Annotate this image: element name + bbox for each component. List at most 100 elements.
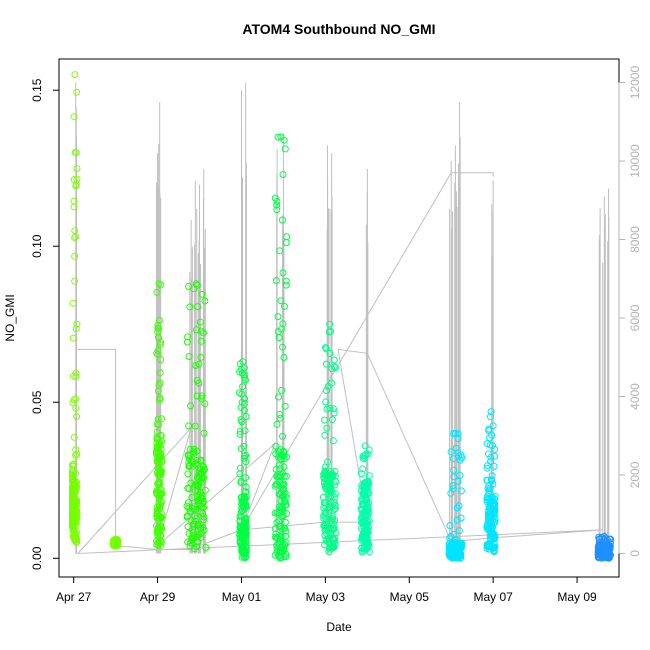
data-point [487, 520, 495, 528]
data-point [184, 484, 192, 492]
data-point [242, 526, 250, 534]
data-point [275, 473, 283, 481]
data-point [324, 382, 332, 390]
data-point [193, 326, 200, 334]
data-point [277, 297, 285, 305]
y2-tick-label: 0 [628, 550, 642, 557]
data-point [196, 467, 203, 475]
data-point [73, 450, 81, 458]
data-point [69, 466, 77, 474]
data-point [239, 536, 247, 544]
data-point [183, 502, 191, 510]
data-point [330, 543, 337, 550]
data-point [278, 386, 286, 394]
data-point [155, 480, 163, 488]
data-point [363, 483, 371, 491]
data-point [282, 527, 290, 535]
data-point [241, 374, 249, 382]
data-point [236, 530, 244, 538]
data-point [69, 497, 77, 504]
data-point [191, 481, 199, 489]
flight-group-8 [357, 442, 373, 556]
data-point [454, 430, 462, 438]
data-point [153, 288, 161, 296]
y-axis-label: NO_GMI [3, 294, 17, 341]
data-point [72, 369, 80, 377]
data-point [491, 492, 499, 500]
data-point [321, 502, 329, 510]
data-point [321, 467, 329, 475]
data-point [280, 302, 288, 310]
data-point [277, 536, 284, 544]
data-point [363, 535, 371, 543]
altitude-path [76, 172, 603, 555]
data-point [321, 532, 329, 539]
data-point [446, 522, 454, 530]
data-point [457, 514, 465, 522]
data-point [487, 458, 494, 465]
data-point [280, 497, 288, 505]
data-point [73, 165, 81, 172]
data-point [242, 451, 250, 459]
data-point [193, 543, 201, 551]
data-point [274, 133, 282, 141]
data-point [365, 524, 372, 532]
data-point [237, 416, 245, 424]
data-point [323, 424, 331, 432]
data-point [69, 505, 77, 513]
data-point [236, 524, 244, 532]
data-point [195, 491, 203, 499]
data-point [604, 552, 612, 560]
data-point [490, 503, 498, 511]
data-point [71, 227, 79, 235]
data-point [278, 503, 286, 511]
data-point [330, 356, 338, 364]
data-point [490, 544, 498, 552]
data-point [69, 517, 77, 525]
data-point [331, 493, 339, 501]
data-point-max [71, 71, 79, 79]
scatter-layer [68, 71, 614, 562]
data-point [200, 429, 208, 437]
data-point [155, 503, 163, 511]
data-point [283, 233, 291, 241]
data-point [196, 318, 204, 326]
data-point [324, 458, 331, 466]
data-point [242, 488, 250, 496]
data-point [197, 494, 205, 502]
data-point [272, 481, 280, 488]
data-point [157, 470, 165, 478]
data-point [357, 470, 365, 478]
data-point [485, 427, 493, 435]
data-point [328, 416, 336, 424]
data-point [242, 502, 250, 510]
data-point [273, 206, 281, 214]
data-point [200, 329, 207, 337]
data-point [322, 398, 330, 406]
data-point [189, 462, 197, 470]
data-point [489, 442, 496, 450]
data-point [72, 451, 79, 459]
data-point [281, 518, 289, 526]
data-point [455, 527, 463, 535]
data-point [240, 454, 248, 462]
data-point [183, 338, 191, 346]
data-point [322, 344, 329, 352]
flight-group-9 [445, 430, 466, 562]
flight-group-5 [235, 358, 250, 562]
data-point [275, 333, 283, 341]
data-point [190, 449, 198, 457]
data-point [185, 353, 193, 360]
data-point [275, 393, 282, 401]
data-point [71, 234, 79, 242]
data-point [487, 513, 495, 521]
x-tick-label: Apr 29 [140, 590, 176, 604]
data-point [190, 445, 198, 453]
data-point [450, 530, 458, 538]
data-point [362, 478, 370, 486]
data-point [360, 523, 368, 531]
data-point [281, 145, 289, 153]
data-point [332, 364, 339, 372]
data-point [236, 427, 244, 435]
data-point [238, 532, 246, 540]
